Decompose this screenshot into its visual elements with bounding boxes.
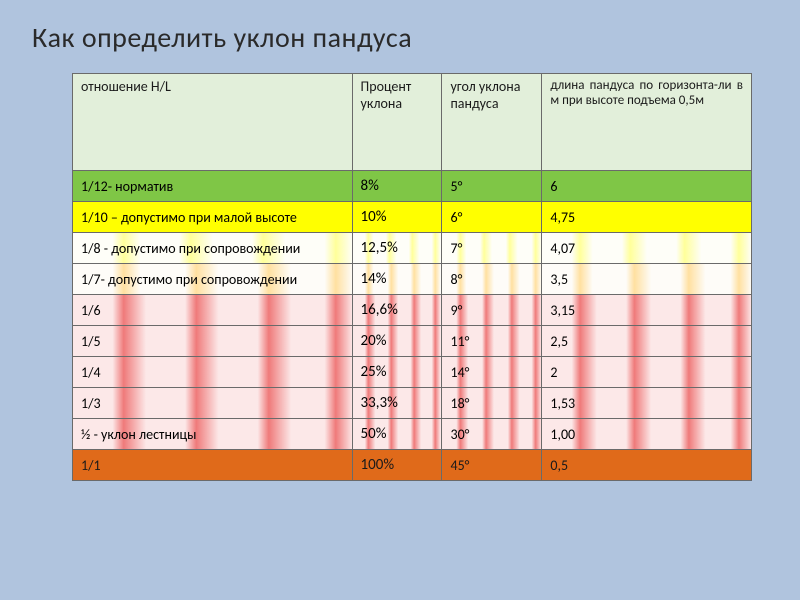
cell-pct: 12,5% <box>352 233 442 264</box>
cell-ratio: 1/7- допустимо при сопровождении <box>73 264 353 295</box>
col-header-ratio: отношение H/L <box>73 74 353 171</box>
cell-length: 3,5 <box>542 264 752 295</box>
cell-angle: 9° <box>442 295 542 326</box>
col-header-pct: Процент уклона <box>352 74 442 171</box>
ramp-slope-table: отношение H/L Процент уклона угол уклона… <box>72 73 752 481</box>
cell-length: 4,75 <box>542 202 752 233</box>
table-row: 1/5 20% 11° 2,5 <box>73 326 752 357</box>
cell-ratio: 1/3 <box>73 388 353 419</box>
table-header-row: отношение H/L Процент уклона угол уклона… <box>73 74 752 171</box>
cell-pct: 20% <box>352 326 442 357</box>
cell-length: 2,5 <box>542 326 752 357</box>
slide: Как определить уклон пандуса отношение H… <box>0 0 800 600</box>
cell-pct: 10% <box>352 202 442 233</box>
table-row: 1/10 – допустимо при малой высоте 10% 6°… <box>73 202 752 233</box>
col-header-angle: угол уклона пандуса <box>442 74 542 171</box>
cell-length: 4,07 <box>542 233 752 264</box>
cell-angle: 30° <box>442 419 542 450</box>
cell-ratio: 1/6 <box>73 295 353 326</box>
cell-angle: 6° <box>442 202 542 233</box>
cell-length: 0,5 <box>542 450 752 481</box>
cell-pct: 33,3% <box>352 388 442 419</box>
cell-pct: 14% <box>352 264 442 295</box>
cell-angle: 14° <box>442 357 542 388</box>
cell-pct: 100% <box>352 450 442 481</box>
cell-length: 3,15 <box>542 295 752 326</box>
cell-length: 1,00 <box>542 419 752 450</box>
cell-pct: 16,6% <box>352 295 442 326</box>
cell-pct: 8% <box>352 171 442 202</box>
cell-ratio: 1/10 – допустимо при малой высоте <box>73 202 353 233</box>
cell-angle: 5° <box>442 171 542 202</box>
col-header-length: длина пандуса по горизонта-ли в м при вы… <box>542 74 752 171</box>
cell-length: 2 <box>542 357 752 388</box>
table-row: 1/12- норматив 8% 5° 6 <box>73 171 752 202</box>
cell-ratio: 1/12- норматив <box>73 171 353 202</box>
slide-title: Как определить уклон пандуса <box>32 20 768 55</box>
table-row: 1/8 - допустимо при сопровождении 12,5% … <box>73 233 752 264</box>
cell-pct: 50% <box>352 419 442 450</box>
table-row: 1/1 100% 45° 0,5 <box>73 450 752 481</box>
table-row: 1/3 33,3% 18° 1,53 <box>73 388 752 419</box>
cell-ratio: 1/4 <box>73 357 353 388</box>
table-row: 1/6 16,6% 9° 3,15 <box>73 295 752 326</box>
table-row: 1/4 25% 14° 2 <box>73 357 752 388</box>
cell-ratio: 1/1 <box>73 450 353 481</box>
cell-angle: 11° <box>442 326 542 357</box>
cell-angle: 45° <box>442 450 542 481</box>
cell-angle: 18° <box>442 388 542 419</box>
cell-pct: 25% <box>352 357 442 388</box>
cell-angle: 8° <box>442 264 542 295</box>
cell-angle: 7° <box>442 233 542 264</box>
table-row: ½ - уклон лестницы 50% 30° 1,00 <box>73 419 752 450</box>
cell-length: 6 <box>542 171 752 202</box>
table-row: 1/7- допустимо при сопровождении 14% 8° … <box>73 264 752 295</box>
cell-ratio: ½ - уклон лестницы <box>73 419 353 450</box>
cell-length: 1,53 <box>542 388 752 419</box>
cell-ratio: 1/5 <box>73 326 353 357</box>
cell-ratio: 1/8 - допустимо при сопровождении <box>73 233 353 264</box>
